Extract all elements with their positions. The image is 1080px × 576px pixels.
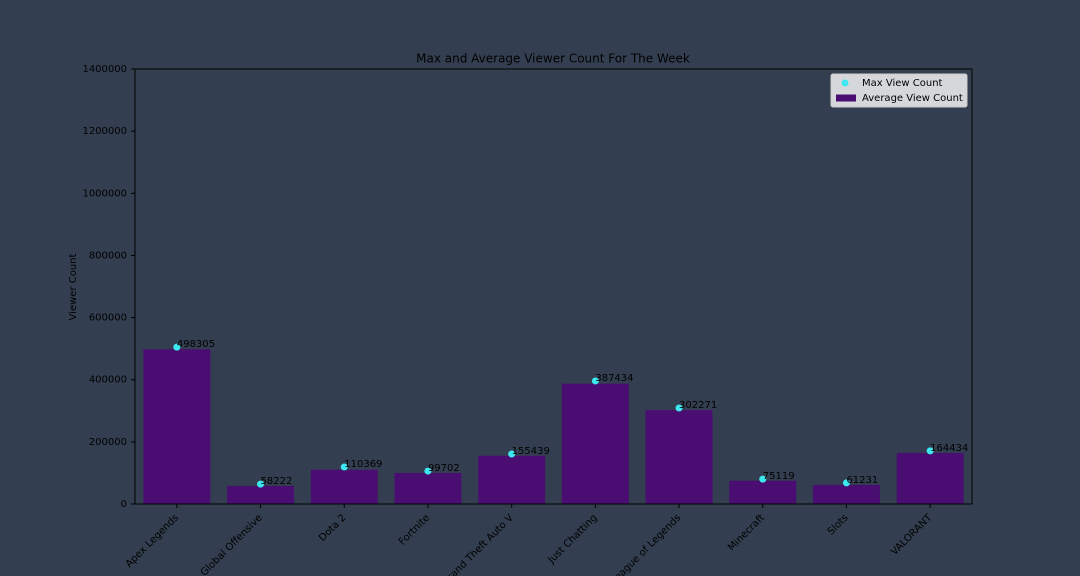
bar — [478, 455, 546, 504]
max-point — [675, 404, 683, 412]
legend-label: Average View Count — [862, 93, 963, 104]
max-point — [340, 463, 348, 471]
y-tick-label: 800000 — [89, 250, 127, 261]
max-point — [842, 479, 850, 487]
value-label: 75119 — [763, 471, 795, 482]
y-tick-label: 600000 — [89, 313, 127, 324]
max-point — [759, 475, 767, 483]
bar — [896, 452, 964, 504]
max-point — [926, 447, 934, 455]
bar — [812, 484, 880, 504]
value-label: 58222 — [261, 476, 293, 487]
value-label: 164434 — [930, 443, 968, 454]
value-label: 302271 — [679, 400, 717, 411]
max-point — [173, 343, 181, 351]
max-point — [508, 450, 516, 458]
max-point — [424, 467, 432, 475]
legend-box — [830, 73, 968, 108]
legend-marker — [841, 79, 849, 87]
legend-marker — [836, 94, 856, 102]
value-label: 99702 — [428, 463, 460, 474]
bar — [394, 473, 462, 504]
max-point — [591, 377, 599, 385]
bar — [561, 383, 629, 504]
bar — [645, 410, 713, 504]
value-label: 61231 — [846, 475, 878, 486]
max-point — [257, 480, 265, 488]
y-tick-label: 200000 — [89, 437, 127, 448]
value-label: 155439 — [512, 446, 550, 457]
bar — [143, 349, 211, 504]
y-tick-label: 0 — [121, 499, 127, 510]
value-label: 387434 — [595, 373, 633, 384]
y-axis-label: Viewer Count — [68, 253, 79, 320]
bar — [227, 485, 295, 504]
y-tick-label: 1200000 — [82, 126, 127, 137]
value-label: 498305 — [177, 339, 215, 350]
plot-frame — [134, 68, 973, 505]
bar — [310, 469, 378, 504]
chart-title: Max and Average Viewer Count For The Wee… — [416, 52, 690, 66]
y-tick-label: 1000000 — [82, 188, 127, 199]
y-tick-label: 400000 — [89, 375, 127, 386]
bar — [729, 480, 797, 504]
y-tick-label: 1400000 — [82, 64, 127, 75]
legend-label: Max View Count — [862, 78, 943, 89]
value-label: 110369 — [344, 459, 382, 470]
